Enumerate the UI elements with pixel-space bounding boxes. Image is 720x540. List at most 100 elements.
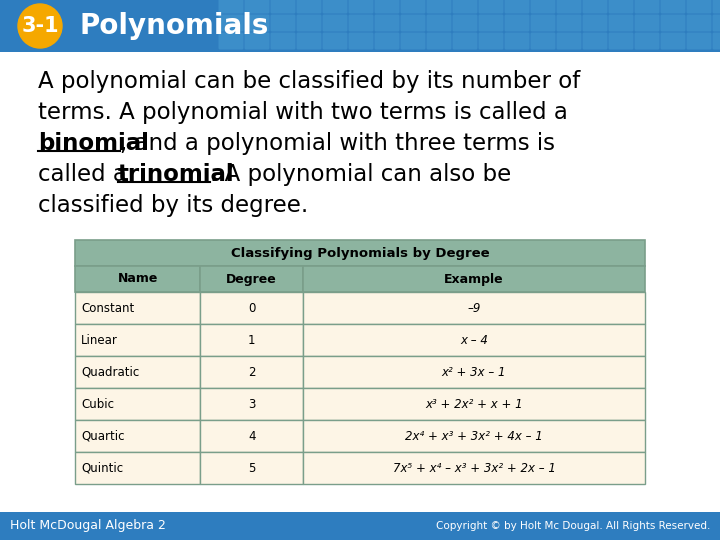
FancyBboxPatch shape [479, 15, 503, 31]
FancyBboxPatch shape [634, 32, 660, 50]
FancyBboxPatch shape [713, 15, 720, 31]
FancyBboxPatch shape [374, 15, 400, 31]
FancyBboxPatch shape [75, 420, 200, 452]
Text: x² + 3x – 1: x² + 3x – 1 [442, 366, 506, 379]
Text: –9: –9 [467, 301, 481, 314]
FancyBboxPatch shape [303, 292, 645, 324]
FancyBboxPatch shape [582, 32, 608, 50]
Text: 3-1: 3-1 [21, 16, 59, 36]
Text: trinomial: trinomial [117, 163, 234, 186]
FancyBboxPatch shape [75, 266, 200, 292]
Text: 5: 5 [248, 462, 256, 475]
FancyBboxPatch shape [686, 15, 711, 31]
FancyBboxPatch shape [200, 388, 303, 420]
FancyBboxPatch shape [505, 15, 529, 31]
FancyBboxPatch shape [200, 324, 303, 356]
Text: binomial: binomial [38, 132, 149, 155]
FancyBboxPatch shape [634, 15, 660, 31]
FancyBboxPatch shape [660, 15, 685, 31]
FancyBboxPatch shape [348, 15, 374, 31]
FancyBboxPatch shape [245, 15, 269, 31]
Text: x – 4: x – 4 [460, 334, 488, 347]
FancyBboxPatch shape [271, 15, 295, 31]
FancyBboxPatch shape [479, 32, 503, 50]
Text: Quartic: Quartic [81, 429, 125, 442]
Text: Quintic: Quintic [81, 462, 123, 475]
FancyBboxPatch shape [323, 0, 348, 14]
FancyBboxPatch shape [400, 32, 426, 50]
FancyBboxPatch shape [348, 32, 374, 50]
FancyBboxPatch shape [686, 32, 711, 50]
Text: 7x⁵ + x⁴ – x³ + 3x² + 2x – 1: 7x⁵ + x⁴ – x³ + 3x² + 2x – 1 [392, 462, 555, 475]
FancyBboxPatch shape [303, 356, 645, 388]
FancyBboxPatch shape [323, 32, 348, 50]
FancyBboxPatch shape [297, 15, 322, 31]
Text: Example: Example [444, 273, 504, 286]
Text: Copyright © by Holt Mc Dougal. All Rights Reserved.: Copyright © by Holt Mc Dougal. All Right… [436, 521, 710, 531]
FancyBboxPatch shape [271, 32, 295, 50]
FancyBboxPatch shape [531, 32, 556, 50]
Text: 2x⁴ + x³ + 3x² + 4x – 1: 2x⁴ + x³ + 3x² + 4x – 1 [405, 429, 543, 442]
Text: classified by its degree.: classified by its degree. [38, 194, 308, 217]
Text: Quadratic: Quadratic [81, 366, 139, 379]
FancyBboxPatch shape [348, 0, 374, 14]
FancyBboxPatch shape [505, 0, 529, 14]
FancyBboxPatch shape [660, 32, 685, 50]
FancyBboxPatch shape [297, 0, 322, 14]
FancyBboxPatch shape [557, 15, 582, 31]
FancyBboxPatch shape [303, 420, 645, 452]
FancyBboxPatch shape [531, 15, 556, 31]
Text: 0: 0 [248, 301, 256, 314]
FancyBboxPatch shape [200, 266, 303, 292]
FancyBboxPatch shape [608, 32, 634, 50]
Text: Classifying Polynomials by Degree: Classifying Polynomials by Degree [230, 246, 490, 260]
FancyBboxPatch shape [582, 0, 608, 14]
Text: Linear: Linear [81, 334, 118, 347]
Text: Holt McDougal Algebra 2: Holt McDougal Algebra 2 [10, 519, 166, 532]
FancyBboxPatch shape [245, 0, 269, 14]
FancyBboxPatch shape [303, 324, 645, 356]
FancyBboxPatch shape [713, 32, 720, 50]
FancyBboxPatch shape [479, 0, 503, 14]
FancyBboxPatch shape [582, 15, 608, 31]
FancyBboxPatch shape [426, 15, 451, 31]
FancyBboxPatch shape [271, 0, 295, 14]
FancyBboxPatch shape [303, 266, 645, 292]
Text: Name: Name [117, 273, 158, 286]
FancyBboxPatch shape [713, 0, 720, 14]
FancyBboxPatch shape [323, 15, 348, 31]
FancyBboxPatch shape [608, 15, 634, 31]
Text: 1: 1 [248, 334, 256, 347]
FancyBboxPatch shape [75, 452, 200, 484]
FancyBboxPatch shape [400, 0, 426, 14]
FancyBboxPatch shape [608, 0, 634, 14]
FancyBboxPatch shape [505, 32, 529, 50]
FancyBboxPatch shape [634, 0, 660, 14]
FancyBboxPatch shape [303, 452, 645, 484]
FancyBboxPatch shape [75, 324, 200, 356]
FancyBboxPatch shape [452, 0, 477, 14]
Text: Constant: Constant [81, 301, 134, 314]
FancyBboxPatch shape [557, 32, 582, 50]
Text: A polynomial can be classified by its number of: A polynomial can be classified by its nu… [38, 70, 580, 93]
FancyBboxPatch shape [218, 32, 243, 50]
FancyBboxPatch shape [686, 0, 711, 14]
Text: terms. A polynomial with two terms is called a: terms. A polynomial with two terms is ca… [38, 101, 568, 124]
Circle shape [18, 4, 62, 48]
FancyBboxPatch shape [245, 32, 269, 50]
FancyBboxPatch shape [200, 420, 303, 452]
FancyBboxPatch shape [452, 15, 477, 31]
FancyBboxPatch shape [75, 388, 200, 420]
Text: . A polynomial can also be: . A polynomial can also be [210, 163, 512, 186]
FancyBboxPatch shape [660, 0, 685, 14]
FancyBboxPatch shape [75, 356, 200, 388]
FancyBboxPatch shape [452, 32, 477, 50]
FancyBboxPatch shape [303, 388, 645, 420]
Text: Cubic: Cubic [81, 397, 114, 410]
Text: Degree: Degree [226, 273, 277, 286]
Text: 4: 4 [248, 429, 256, 442]
FancyBboxPatch shape [400, 15, 426, 31]
FancyBboxPatch shape [531, 0, 556, 14]
FancyBboxPatch shape [200, 356, 303, 388]
FancyBboxPatch shape [200, 292, 303, 324]
